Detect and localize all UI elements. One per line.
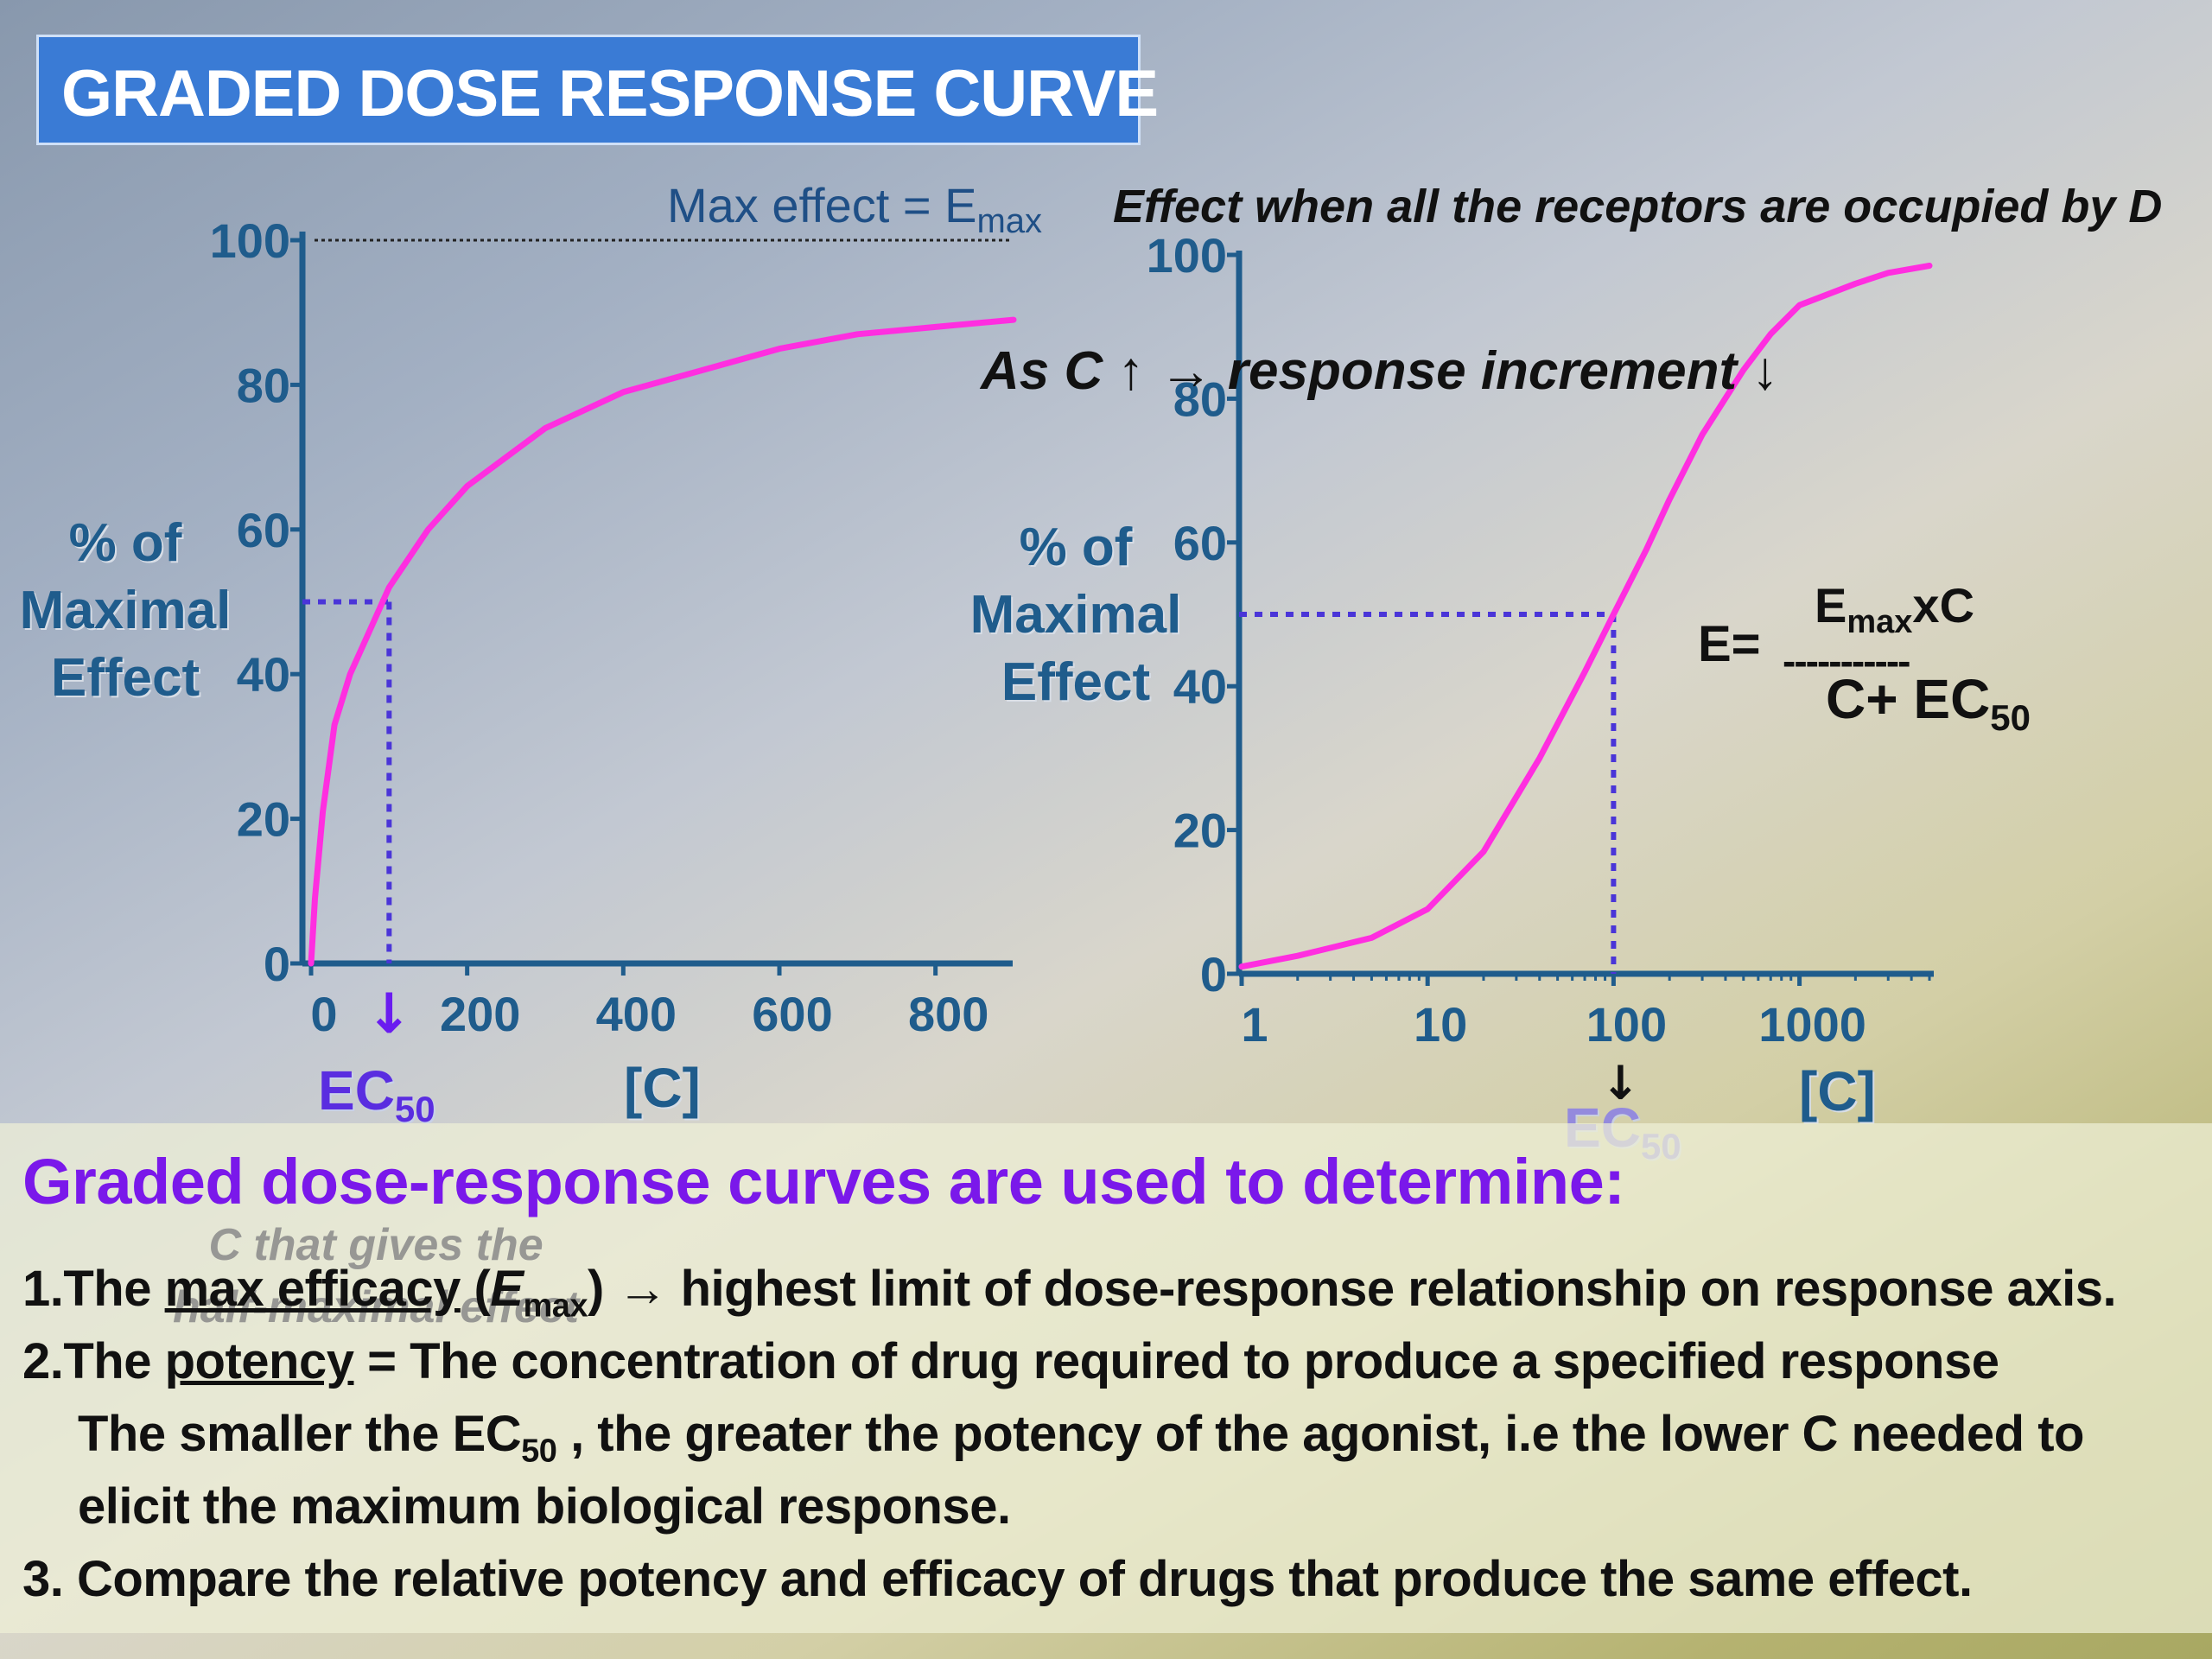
right-chart-y-tick-label: 0 (1200, 947, 1227, 1001)
left-ylabel-line: Effect (50, 648, 200, 708)
p2-rest: = The concentration of drug required to … (353, 1333, 1999, 1389)
formula-den-sub: 50 (1990, 696, 2031, 738)
left-chart-y-tick-label: 0 (264, 937, 290, 991)
right-chart-y-tick-label: 40 (1173, 659, 1227, 714)
right-chart-x-tick-label: 100 (1586, 997, 1667, 1052)
p2b-pre: The smaller the EC (78, 1406, 522, 1462)
left-chart-y-tick-label: 60 (237, 503, 290, 557)
left-chart-y-tick-label: 40 (237, 647, 290, 702)
p2b-sub: 50 (521, 1433, 557, 1470)
formula-lhs: E= (1698, 616, 1761, 672)
p1-open: ( (460, 1261, 491, 1317)
formula-num-sub: max (1847, 604, 1913, 641)
right-chart-y-tick-label: 60 (1173, 516, 1227, 570)
left-ec50-text: EC (318, 1059, 395, 1122)
right-chart-ylabel: % of Maximal Effect (968, 514, 1184, 716)
right-chart-x-tick-label: 1000 (1758, 997, 1866, 1052)
half-maximal-note: C that gives the half-maximal effect (173, 1214, 579, 1338)
p1-rest: ) → highest limit of dose-response relat… (588, 1261, 2117, 1317)
max-effect-sub: max (976, 202, 1043, 241)
summary-headline: Graded dose-response curves are used to … (22, 1146, 1625, 1217)
response-increment-note: As C ↑ → response increment ↓ (981, 341, 1779, 401)
title-banner: GRADED DOSE RESPONSE CURVE (36, 35, 1159, 145)
right-ylabel-line: Effect (1001, 652, 1151, 712)
left-chart-y-tick-label: 80 (237, 358, 290, 412)
left-chart-xlabel: [C] (624, 1057, 701, 1119)
formula-numerator: EmaxxC (1815, 577, 1974, 641)
right-chart-xlabel: [C] (1799, 1060, 1876, 1122)
max-effect-text: Max effect = E (667, 178, 977, 232)
p2b-rest: , the greater the potency of the agonist… (556, 1406, 2084, 1462)
right-chart-curve (1238, 263, 1933, 970)
left-ylabel-line: Maximal (19, 581, 232, 640)
left-ec50-sub: 50 (394, 1088, 435, 1129)
formula-den-main: C+ EC (1826, 668, 1991, 730)
left-ec50-label: EC50 (318, 1058, 435, 1130)
p1-e: E (490, 1261, 524, 1317)
right-chart-x-tick-label: 10 (1414, 997, 1467, 1052)
half-note-line: half-maximal effect (173, 1282, 580, 1332)
p2-pre: 2.The (22, 1333, 165, 1389)
summary-panel (0, 1123, 2212, 1633)
receptor-note: Effect when all the receptors are occupi… (1113, 181, 2163, 232)
right-ylabel-line: Maximal (969, 585, 1182, 645)
point-2: 2.The potency = The concentration of dru… (22, 1332, 1999, 1390)
point-2-detail: The smaller the EC50 , the greater the p… (78, 1405, 2084, 1471)
left-chart-x-tick-label: 800 (908, 987, 988, 1041)
left-chart-x-tick-label: 600 (752, 987, 832, 1041)
point-2-detail-cont: elicit the maximum biological response. (78, 1478, 1011, 1535)
slide-title: GRADED DOSE RESPONSE CURVE (61, 57, 1159, 130)
left-chart-y-tick-label: 100 (210, 213, 290, 268)
left-chart-ec50-arrow: ↓ (366, 982, 413, 1046)
right-ylabel-line: % of (1019, 518, 1133, 577)
left-ylabel-line: % of (68, 513, 182, 573)
right-chart-y-tick-label: 100 (1147, 228, 1227, 283)
point-3: 3. Compare the relative potency and effi… (22, 1551, 1973, 1607)
half-note-line: C that gives the (208, 1220, 543, 1270)
formula-denominator: C+ EC50 (1826, 667, 2031, 739)
p1-pre: 1.The (22, 1261, 165, 1317)
formula-fraction-bar: ----------- (1783, 639, 1911, 683)
formula-num-main: E (1815, 578, 1847, 632)
emax-formula: E= EmaxxC ----------- C+ EC50 (1698, 577, 2061, 759)
left-chart-y-tick-label: 20 (237, 792, 290, 847)
right-chart-x-tick-label: 1 (1241, 997, 1268, 1052)
left-chart-curve (308, 316, 1017, 967)
p1-sub: max (523, 1287, 588, 1325)
left-chart-x-tick-label: 0 (310, 987, 337, 1041)
left-chart-ylabel: % of Maximal Effect (17, 510, 233, 712)
right-chart-y-tick-label: 80 (1173, 372, 1227, 426)
left-chart-x-tick-label: 400 (596, 987, 677, 1041)
formula-num-tail: xC (1912, 578, 1975, 632)
left-chart-x-tick-label: 200 (440, 987, 520, 1041)
right-chart-ec50-arrow: ↓ (1601, 1056, 1640, 1110)
max-effect-label: Max effect = Emax (667, 177, 1042, 241)
right-chart-y-tick-label: 20 (1173, 804, 1227, 858)
p1-term: max efficacy (164, 1261, 461, 1317)
point-1: 1.The max efficacy (Emax) → highest limi… (22, 1260, 2117, 1325)
p2-term: potency (164, 1333, 354, 1389)
